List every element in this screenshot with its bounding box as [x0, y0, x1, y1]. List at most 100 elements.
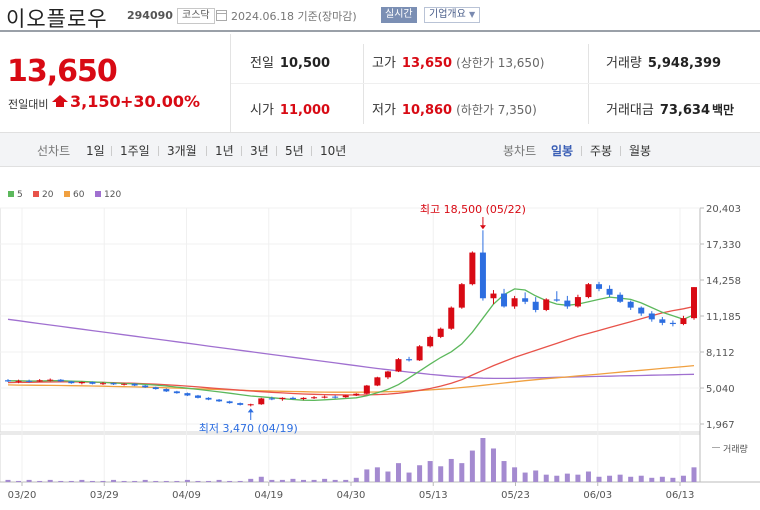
tab-3year[interactable]: 3년 [250, 144, 269, 158]
candle-body [691, 287, 697, 319]
volume-axis-label: 거래량 [723, 443, 748, 455]
volume-bar [332, 479, 338, 482]
y-tick-label: 20,403 [706, 204, 741, 215]
candle-body [258, 398, 265, 405]
volume-bar [617, 474, 623, 482]
realtime-button[interactable]: 실시간 [381, 7, 417, 23]
volume-bar [153, 480, 159, 482]
tab-daily[interactable]: 일봉 [551, 144, 574, 158]
volume-bar [533, 470, 539, 482]
high-label: 고가 [372, 56, 396, 71]
candle-body [532, 301, 539, 310]
quote-panel: 13,650 전일대비 3,150 +30.00% 전일 10,500 시가 11,… [0, 34, 760, 132]
candle-body [289, 397, 296, 400]
candle-body [353, 393, 360, 396]
candle-chart-label[interactable]: 봉차트 [503, 144, 537, 158]
y-tick-label: 5,040 [706, 384, 735, 395]
stock-code: 294090 [127, 9, 173, 22]
tab-10year[interactable]: 10년 [320, 144, 347, 158]
gridlines [0, 207, 700, 482]
candle-body [279, 397, 286, 400]
current-price: 13,650 [7, 54, 118, 89]
y-tick-label: 14,258 [706, 276, 741, 287]
base-date: 2024.06.18 기준(장마감) [231, 10, 357, 23]
volume-bar [575, 474, 581, 482]
lower-limit: (하한가 7,350) [456, 103, 537, 117]
line-chart-label[interactable]: 선차트 [37, 144, 71, 158]
candle-body [437, 328, 444, 337]
tab-monthly[interactable]: 월봉 [629, 144, 652, 158]
candle-body [247, 404, 254, 406]
y-tick-label: 11,185 [706, 312, 741, 323]
divider [581, 146, 582, 156]
amount-unit: 백만 [712, 103, 735, 117]
low-value: 10,860 [401, 103, 453, 118]
divider [231, 83, 760, 84]
candle-body [78, 382, 85, 384]
volume-label: 거래량 [606, 56, 642, 71]
volume-bar [132, 480, 138, 482]
candle-body [627, 301, 634, 308]
candle-body [5, 380, 11, 382]
x-tick-label: 03/29 [90, 490, 119, 501]
volume-bar [174, 480, 180, 482]
volume-bar [322, 478, 328, 482]
tab-weekly[interactable]: 주봉 [590, 144, 613, 158]
volume-bar [301, 479, 307, 482]
tab-1day[interactable]: 1일 [86, 144, 105, 158]
volume-bar [417, 465, 423, 482]
volume-bar [427, 461, 433, 482]
volume-bar [490, 448, 496, 482]
volume-bar [469, 450, 475, 482]
high-annotation: 최고 18,500 (05/22) [420, 203, 526, 230]
candle-body [469, 252, 476, 285]
divider [311, 146, 312, 156]
change-label: 전일대비 [8, 98, 49, 111]
legend-swatch-ma20 [33, 191, 39, 197]
volume-bars [5, 438, 697, 482]
candle-body [490, 293, 497, 299]
company-overview-button[interactable]: 기업개요 ▼ [424, 7, 481, 23]
candle-body [300, 397, 307, 400]
legend-ma5: 5 [17, 190, 23, 200]
down-arrow-icon [479, 225, 486, 230]
prev-close-value: 10,500 [279, 56, 331, 71]
candle-body [57, 379, 64, 382]
volume-bar [227, 480, 233, 482]
x-tick-label: 05/13 [419, 490, 448, 501]
volume-bar [522, 472, 528, 482]
stock-header: 이오플로우 294090 코스닥 2024.06.18 기준(장마감) 실시간 … [0, 0, 760, 32]
market-badge: 코스닥 [177, 8, 215, 24]
volume-bar [248, 478, 254, 482]
low-annotation: 최저 3,470 (04/19) [199, 408, 298, 435]
tab-5year[interactable]: 5년 [285, 144, 304, 158]
x-tick-label: 04/09 [172, 490, 201, 501]
chart-tab-bar: 선차트 1일 1주일 3개월 1년 3년 5년 10년 봉차트 일봉 주봉 월봉 [0, 132, 760, 167]
volume-bar [100, 480, 106, 482]
y-tick-label: 17,330 [706, 240, 741, 251]
candle-body [363, 385, 370, 394]
candle-body [163, 389, 170, 392]
tab-1year[interactable]: 1년 [215, 144, 234, 158]
open-price: 시가 11,000 [250, 99, 330, 118]
candle-body [395, 359, 402, 372]
volume-bar [68, 480, 74, 482]
x-tick-label: 06/13 [666, 490, 695, 501]
volume-bar [691, 467, 697, 482]
candle-body [564, 300, 571, 307]
candle-body [543, 299, 550, 310]
price-chart[interactable]: 5 20 60 120 20,403 17,330 14,258 11,185 8,11… [0, 184, 760, 510]
tab-1week[interactable]: 1주일 [120, 144, 150, 158]
volume-bar [554, 475, 560, 482]
candle-body [332, 396, 339, 398]
volume-bar [543, 474, 549, 482]
tab-3month[interactable]: 3개월 [167, 144, 197, 158]
calendar-icon [216, 10, 227, 21]
volume-bar [195, 480, 201, 482]
chart-legend: 5 20 60 120 [8, 190, 121, 200]
volume-bar [216, 479, 222, 482]
x-tick-label: 04/30 [337, 490, 366, 501]
ma120-line [7, 318, 695, 380]
amount-value: 73,634 [659, 103, 711, 118]
volume-bar [47, 479, 53, 482]
